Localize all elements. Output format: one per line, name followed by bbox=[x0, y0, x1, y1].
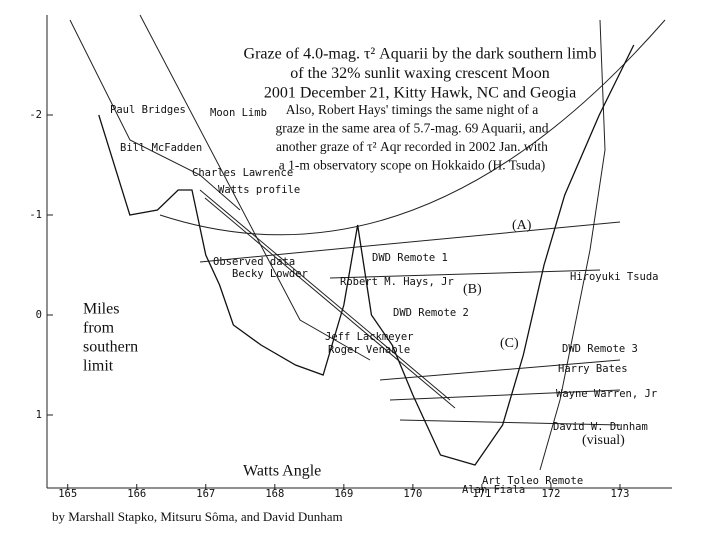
y-axis-label: limit bbox=[83, 358, 114, 375]
x-tick-label: 172 bbox=[541, 488, 560, 500]
limb-edge bbox=[139, 14, 371, 361]
note: Also, Robert Hays' timings the same nigh… bbox=[286, 102, 539, 117]
y-tick-label: -2 bbox=[29, 109, 42, 121]
chord bbox=[389, 389, 621, 401]
x-axis-label: Watts Angle bbox=[243, 463, 321, 480]
annotation: (A) bbox=[512, 218, 532, 233]
x-tick-label: 169 bbox=[334, 488, 353, 500]
annotation: Paul Bridges bbox=[110, 104, 186, 116]
annotation: Bill McFadden bbox=[120, 142, 202, 154]
annotation: Art Toleo Remote bbox=[482, 475, 583, 487]
moon-limb bbox=[159, 19, 666, 236]
note: another graze of τ² Aqr recorded in 2002… bbox=[276, 139, 548, 154]
annotation: (visual) bbox=[582, 433, 625, 448]
y-tick-label: 1 bbox=[36, 409, 42, 421]
annotation: DWD Remote 2 bbox=[393, 307, 469, 319]
chord-a bbox=[199, 221, 621, 263]
annotation: DWD Remote 3 bbox=[562, 343, 638, 355]
credit: by Marshall Stapko, Mitsuru Sôma, and Da… bbox=[52, 509, 343, 524]
annotation: (C) bbox=[500, 336, 519, 351]
annotation: Hiroyuki Tsuda bbox=[570, 271, 659, 283]
annotation: Moon Limb bbox=[210, 107, 267, 119]
y-axis-label: Miles bbox=[83, 301, 119, 318]
annotation: Watts profile bbox=[218, 184, 300, 196]
chord bbox=[199, 189, 451, 401]
x-tick-label: 170 bbox=[403, 488, 422, 500]
y-axis-label: from bbox=[83, 320, 115, 337]
chart-title: Graze of 4.0-mag. τ² Aquarii by the dark… bbox=[244, 46, 597, 63]
chord-b bbox=[329, 269, 601, 279]
annotation: Robert M. Hays, Jr bbox=[340, 276, 454, 288]
limb-edge bbox=[69, 19, 241, 211]
y-axis-label: southern bbox=[83, 339, 138, 356]
annotation: David W. Dunham bbox=[553, 421, 648, 433]
annotation: Harry Bates bbox=[558, 363, 628, 375]
annotation: Alan Fiala bbox=[462, 484, 525, 496]
chart-title: of the 32% sunlit waxing crescent Moon bbox=[290, 65, 550, 82]
annotation: Observed data bbox=[213, 256, 295, 268]
annotation: Becky Lowder bbox=[232, 268, 308, 280]
chord bbox=[204, 197, 456, 409]
y-tick-label: 0 bbox=[36, 309, 42, 321]
x-tick-label: 165 bbox=[58, 488, 77, 500]
x-tick-label: 166 bbox=[127, 488, 146, 500]
profile-line bbox=[98, 44, 635, 466]
y-tick-label: -1 bbox=[29, 209, 42, 221]
note: graze in the same area of 5.7-mag. 69 Aq… bbox=[276, 121, 549, 136]
x-tick-label: 173 bbox=[610, 488, 629, 500]
x-tick-label: 171 bbox=[472, 488, 491, 500]
annotation: (B) bbox=[463, 282, 482, 297]
annotation: Roger Venable bbox=[328, 344, 410, 356]
annotation: Jeff Lackmeyer bbox=[325, 331, 414, 343]
x-tick-label: 167 bbox=[196, 488, 215, 500]
chord-c bbox=[379, 359, 621, 381]
annotation: Charles Lawrence bbox=[192, 167, 293, 179]
note: a 1-m observatory scope on Hokkaido (H. … bbox=[279, 158, 546, 173]
chord bbox=[399, 419, 621, 426]
chart-title: 2001 December 21, Kitty Hawk, NC and Geo… bbox=[264, 85, 576, 102]
x-tick-label: 168 bbox=[265, 488, 284, 500]
annotation: DWD Remote 1 bbox=[372, 252, 448, 264]
annotation: Wayne Warren, Jr bbox=[556, 388, 657, 400]
